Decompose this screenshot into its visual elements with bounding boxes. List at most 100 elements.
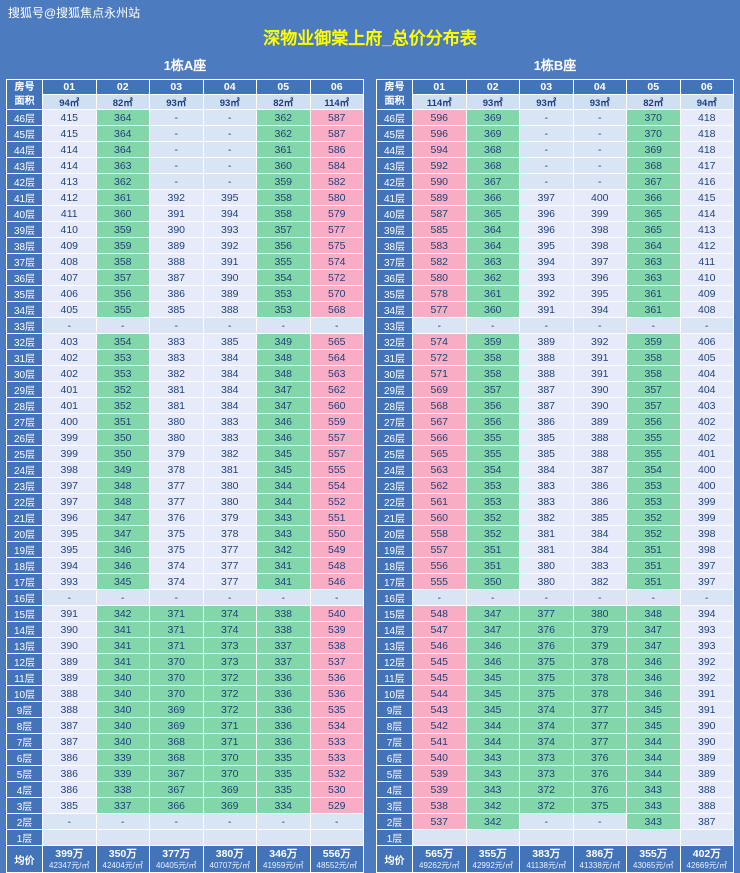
- price-cell: 375: [572, 797, 627, 814]
- column-header: 06: [309, 79, 364, 95]
- price-cell: -: [519, 141, 574, 158]
- price-cell: 388: [42, 685, 97, 702]
- floor-row: 3层 538 342 372 375 343 388: [376, 797, 734, 814]
- average-unit-price: 49262元/㎡: [419, 860, 460, 870]
- price-cell: 343: [256, 525, 311, 542]
- price-cell: 393: [679, 621, 734, 638]
- floor-label: 37层: [376, 253, 413, 270]
- price-cell: 538: [412, 797, 467, 814]
- floor-row: 20层 558 352 381 384 352 398: [376, 525, 734, 542]
- floor-row: 34层 405 355 385 388 353 568: [6, 301, 364, 318]
- price-cell: 539: [412, 765, 467, 782]
- floor-row: 41层 412 361 392 395 358 580: [6, 189, 364, 206]
- price-cell: 366: [465, 189, 520, 206]
- price-cell: 401: [679, 445, 734, 462]
- floor-row: 31层 572 358 388 391 358 405: [376, 349, 734, 366]
- price-cell: 381: [519, 525, 574, 542]
- price-cell: 557: [309, 429, 364, 446]
- price-cell: 345: [256, 461, 311, 478]
- price-cell: 372: [519, 797, 574, 814]
- price-cell: 346: [465, 653, 520, 670]
- price-cell: 376: [572, 749, 627, 766]
- price-cell: 390: [679, 733, 734, 750]
- price-cell: 343: [465, 781, 520, 798]
- price-cell: 574: [309, 253, 364, 270]
- price-cell: 345: [465, 669, 520, 686]
- price-cell: 393: [679, 637, 734, 654]
- price-cell: 557: [412, 541, 467, 558]
- price-cell: 363: [626, 269, 681, 286]
- price-cell: 398: [679, 541, 734, 558]
- floor-row: 28层 401 352 381 384 347 560: [6, 397, 364, 414]
- floor-label: 23层: [376, 477, 413, 494]
- price-cell: 348: [256, 365, 311, 382]
- floor-row: 1层: [376, 829, 734, 846]
- floor-row: 32层 574 359 389 392 359 406: [376, 333, 734, 350]
- price-cell: 403: [679, 397, 734, 414]
- price-cell: 387: [679, 813, 734, 830]
- price-cell: 565: [412, 445, 467, 462]
- price-cell: 577: [412, 301, 467, 318]
- floor-row: 23层 562 353 383 386 353 400: [376, 477, 734, 494]
- price-cell: 342: [95, 605, 150, 622]
- price-cell: 530: [309, 781, 364, 798]
- floor-row: 42层 413 362- -359 582: [6, 173, 364, 190]
- price-cell: 416: [679, 173, 734, 190]
- price-cell: 338: [95, 781, 150, 798]
- price-cell: 370: [149, 669, 204, 686]
- column-header: 03: [519, 79, 574, 95]
- floor-row: 4层 386 338 367 369 335 530: [6, 781, 364, 798]
- price-cell: 555: [412, 573, 467, 590]
- price-cell: 361: [465, 285, 520, 302]
- floor-row: 12层 545 346 375 378 346 392: [376, 653, 734, 670]
- price-cell: 562: [412, 477, 467, 494]
- price-table-b: 房号 面积 01 02 03 04 05 06 114㎡ 93㎡ 93㎡ 93㎡ 82㎡ 94㎡ 46层 59…: [376, 79, 734, 873]
- floor-label: 33层: [6, 317, 43, 334]
- average-cell: 355万 42992元/㎡: [465, 845, 520, 873]
- price-cell: 587: [309, 125, 364, 142]
- floor-row: 44层 414 364- -361 586: [6, 141, 364, 158]
- price-cell: 363: [465, 253, 520, 270]
- price-cell: [412, 829, 467, 846]
- table-block-b: 1栋B座 房号 面积 01 02 03 04 05 06 114㎡ 93㎡ 93㎡ 93㎡ 82㎡ 94㎡…: [376, 55, 734, 873]
- floor-row: 10层 388 340 370 372 336 536: [6, 685, 364, 702]
- floor-label: 41层: [6, 189, 43, 206]
- price-cell: 382: [149, 365, 204, 382]
- floor-label: 8层: [376, 717, 413, 734]
- price-cell: 397: [519, 189, 574, 206]
- price-cell: 353: [626, 477, 681, 494]
- price-cell: 415: [42, 109, 97, 126]
- price-cell: 386: [572, 477, 627, 494]
- price-cell: 362: [465, 269, 520, 286]
- floor-label: 43层: [6, 157, 43, 174]
- column-header: 06: [679, 79, 734, 95]
- price-cell: 548: [309, 557, 364, 574]
- average-cell: 399万 42347元/㎡: [42, 845, 97, 873]
- floor-label: 5层: [6, 765, 43, 782]
- price-cell: 371: [202, 733, 257, 750]
- price-cell: 358: [256, 205, 311, 222]
- price-cell: 415: [679, 189, 734, 206]
- price-cell: 388: [519, 349, 574, 366]
- floor-row: 46层 596 369- -370 418: [376, 109, 734, 126]
- price-cell: 348: [626, 605, 681, 622]
- price-cell: 368: [149, 749, 204, 766]
- floor-row: 8层 387 340 369 371 336 534: [6, 717, 364, 734]
- price-cell: 404: [679, 365, 734, 382]
- price-cell: 413: [42, 173, 97, 190]
- price-cell: 355: [256, 253, 311, 270]
- price-cell: 397: [572, 253, 627, 270]
- price-cell: 376: [572, 781, 627, 798]
- floor-row: 16层 - - - - - -: [6, 589, 364, 606]
- price-cell: 391: [679, 685, 734, 702]
- price-cell: 410: [679, 269, 734, 286]
- price-cell: 356: [465, 413, 520, 430]
- floor-row: 24层 398 349 378 381 345 555: [6, 461, 364, 478]
- price-cell: -: [202, 125, 257, 142]
- floor-row: 35层 578 361 392 395 361 409: [376, 285, 734, 302]
- floor-row: 40层 411 360 391 394 358 579: [6, 205, 364, 222]
- price-cell: 385: [42, 797, 97, 814]
- price-cell: 346: [465, 637, 520, 654]
- floor-label: 30层: [376, 365, 413, 382]
